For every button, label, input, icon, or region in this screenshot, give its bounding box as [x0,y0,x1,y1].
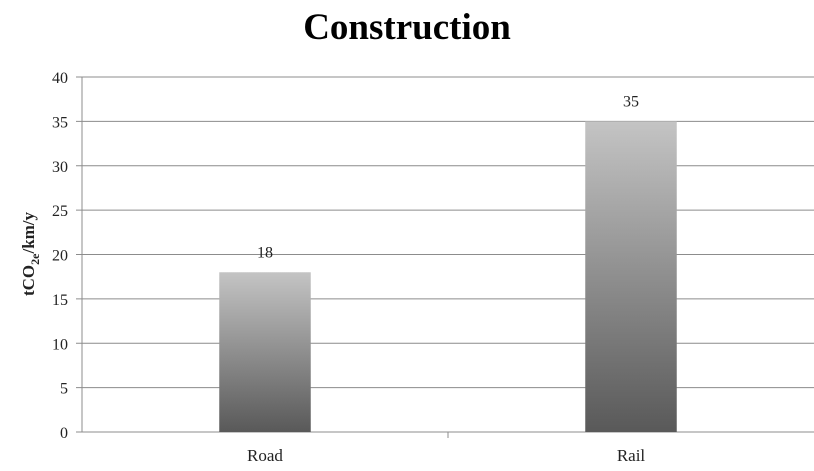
y-axis-label: tCO2e/km/y [19,211,42,296]
y-tick-label: 25 [52,203,68,220]
bar-road [219,272,311,432]
y-tick-label: 30 [52,159,68,176]
y-tick-label: 40 [52,70,68,87]
y-axis-label-tail: /km/y [19,211,38,254]
y-axis-label-main: tCO [19,265,38,296]
y-tick-label: 0 [60,425,68,442]
y-tick-label: 15 [52,292,68,309]
data-label: 18 [257,244,273,261]
y-axis-label-subscript: 2e [28,253,42,265]
data-label: 35 [623,93,639,110]
y-tick-label: 20 [52,248,68,265]
x-category-label: Rail [617,446,646,465]
x-category-label: Road [247,446,283,465]
y-tick-label: 10 [52,336,68,353]
bar-rail [585,121,677,432]
y-tick-label: 35 [52,114,68,131]
chart-title: Construction [303,7,511,48]
y-tick-label: 5 [60,381,68,398]
